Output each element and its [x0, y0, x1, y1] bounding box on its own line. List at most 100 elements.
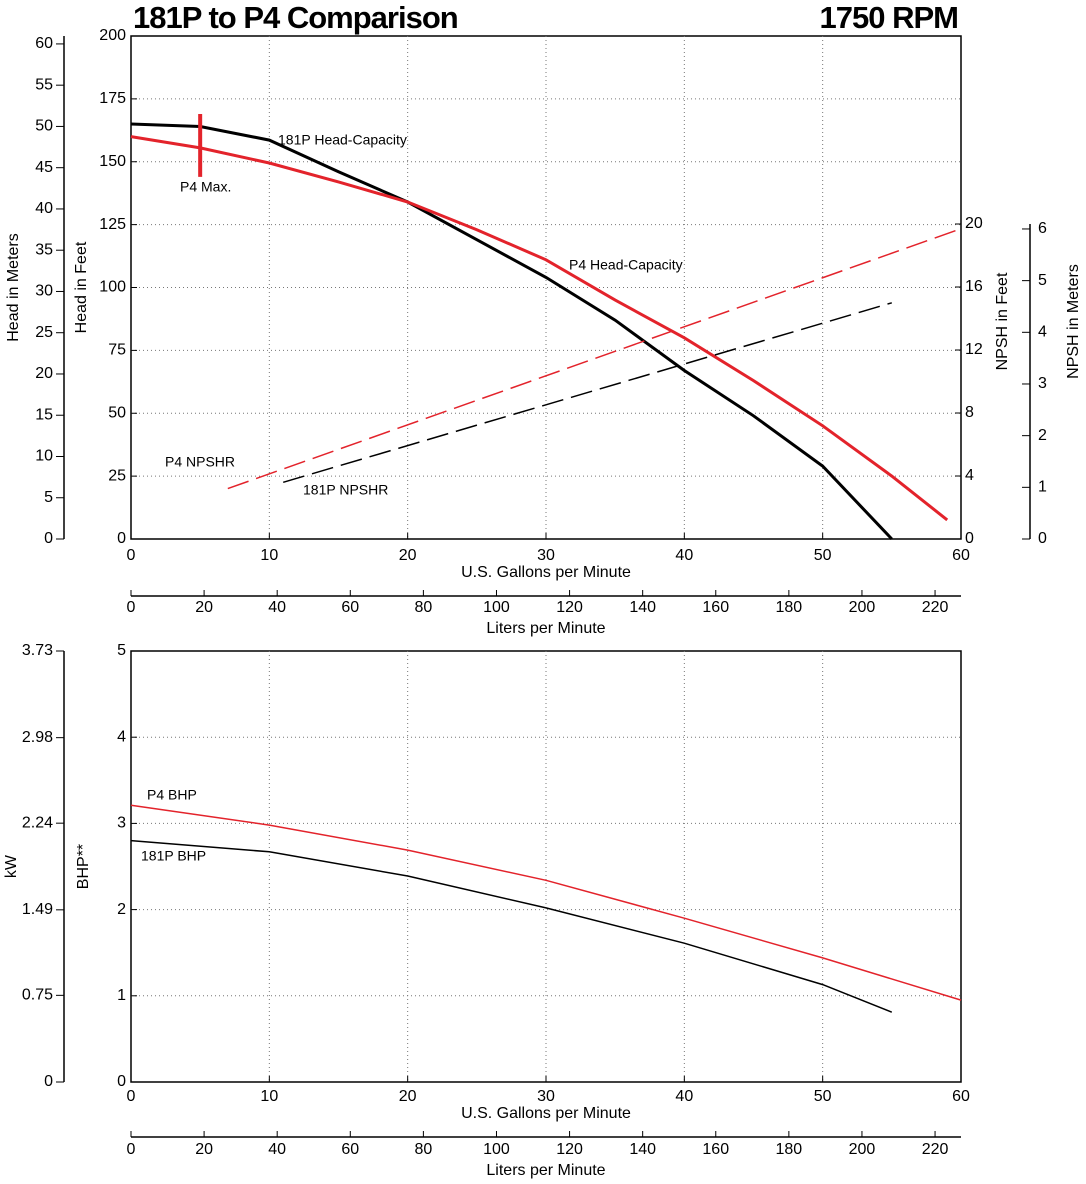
x2-tick-label: 40: [268, 1141, 286, 1158]
y-meters-tick-label: 2.24: [22, 814, 53, 831]
x2-tick-label: 40: [268, 599, 286, 616]
series-label: P4 NPSHR: [165, 454, 235, 470]
y2-meters-tick-label: 6: [1038, 220, 1047, 237]
y-tick-label: 150: [99, 153, 126, 170]
x2-tick-label: 140: [629, 599, 656, 616]
y-axis-label: BHP**: [75, 844, 92, 889]
x-tick-label: 20: [399, 1088, 417, 1105]
y-meters-tick-label: 45: [35, 159, 53, 176]
series-line: [130, 804, 962, 1001]
y-meters-tick-label: 5: [44, 489, 53, 506]
y2-meters-axis-label: NPSH in Meters: [1065, 264, 1082, 379]
y-meters-tick-label: 25: [35, 324, 53, 341]
x-tick-label: 60: [952, 547, 970, 564]
x2-tick-label: 80: [414, 1141, 432, 1158]
y-tick-label: 175: [99, 90, 126, 107]
y-meters-axis-label: kW: [3, 854, 20, 878]
series-line: [227, 227, 962, 490]
x2-tick-label: 140: [629, 1141, 656, 1158]
y2-meters-tick-label: 5: [1038, 272, 1047, 289]
y-tick-label: 4: [117, 728, 126, 745]
x2-tick-label: 100: [483, 599, 510, 616]
y2-tick-label: 0: [965, 530, 974, 547]
x2-tick-label: 120: [556, 599, 583, 616]
x-tick-label: 30: [537, 547, 555, 564]
y-meters-tick-label: 30: [35, 283, 53, 300]
series-line: [130, 839, 893, 1013]
series-label: P4 Head-Capacity: [569, 257, 683, 273]
x-tick-label: 30: [537, 1088, 555, 1105]
y-meters-tick-label: 10: [35, 448, 53, 465]
x-tick-label: 10: [260, 1088, 278, 1105]
x2-tick-label: 20: [195, 1141, 213, 1158]
y-meters-tick-label: 60: [35, 35, 53, 52]
x2-tick-label: 0: [127, 599, 136, 616]
y-meters-tick-label: 20: [35, 365, 53, 382]
annotation-label: P4 Max.: [180, 179, 231, 195]
x2-axis-label: Liters per Minute: [486, 1162, 605, 1179]
x-tick-label: 40: [675, 547, 693, 564]
x2-tick-label: 180: [776, 1141, 803, 1158]
x-tick-label: 50: [814, 1088, 832, 1105]
x2-tick-label: 20: [195, 599, 213, 616]
y-meters-tick-label: 2.98: [22, 729, 53, 746]
y2-tick-label: 8: [965, 404, 974, 421]
x-tick-label: 10: [260, 547, 278, 564]
y2-tick-label: 12: [965, 341, 983, 358]
x-tick-label: 60: [952, 1088, 970, 1105]
x2-tick-label: 60: [341, 1141, 359, 1158]
y-tick-label: 1: [117, 987, 126, 1004]
x-tick-label: 0: [127, 1088, 136, 1105]
x-axis-label: U.S. Gallons per Minute: [461, 564, 631, 581]
series-label: 181P BHP: [141, 848, 206, 864]
y-meters-tick-label: 0.75: [22, 987, 53, 1004]
x2-tick-label: 220: [922, 599, 949, 616]
y2-meters-tick-label: 0: [1038, 530, 1047, 547]
series-label: P4 BHP: [147, 787, 197, 803]
y-tick-label: 50: [108, 404, 126, 421]
y-meters-tick-label: 35: [35, 241, 53, 258]
y2-meters-tick-label: 4: [1038, 324, 1047, 341]
y2-meters-tick-label: 2: [1038, 427, 1047, 444]
y2-meters-tick-label: 3: [1038, 375, 1047, 392]
y-meters-tick-label: 0: [44, 1073, 53, 1090]
x2-tick-label: 0: [127, 1141, 136, 1158]
x2-tick-label: 80: [414, 599, 432, 616]
x2-axis-label: Liters per Minute: [486, 620, 605, 637]
y-tick-label: 125: [99, 216, 126, 233]
x2-tick-label: 60: [341, 599, 359, 616]
y-meters-tick-label: 50: [35, 118, 53, 135]
y-meters-tick-label: 15: [35, 406, 53, 423]
x-tick-label: 0: [127, 547, 136, 564]
y2-axis-label: NPSH in Feet: [994, 272, 1011, 370]
y-tick-label: 100: [99, 279, 126, 296]
y2-tick-label: 16: [965, 278, 983, 295]
series-line: [130, 135, 949, 522]
x2-tick-label: 100: [483, 1141, 510, 1158]
chart-subtitle: 1750 RPM: [820, 0, 958, 35]
y-meters-tick-label: 3.73: [22, 642, 53, 659]
x2-tick-label: 200: [849, 599, 876, 616]
y-tick-label: 5: [117, 642, 126, 659]
y-meters-axis-label: Head in Meters: [5, 233, 22, 342]
y-tick-label: 75: [108, 342, 126, 359]
x2-tick-label: 220: [922, 1141, 949, 1158]
series-line: [130, 122, 893, 541]
x-axis-label: U.S. Gallons per Minute: [461, 1105, 631, 1122]
x-tick-label: 40: [675, 1088, 693, 1105]
y-axis-label: Head in Feet: [73, 241, 90, 333]
y2-meters-tick-label: 1: [1038, 479, 1047, 496]
y-tick-label: 3: [117, 815, 126, 832]
y-meters-tick-label: 40: [35, 200, 53, 217]
y2-tick-label: 20: [965, 215, 983, 232]
y-meters-tick-label: 0: [44, 530, 53, 547]
series-line: [282, 302, 893, 484]
y-tick-label: 0: [117, 1073, 126, 1090]
series-label: 181P Head-Capacity: [278, 132, 407, 148]
x2-tick-label: 120: [556, 1141, 583, 1158]
chart-title: 181P to P4 Comparison: [133, 0, 458, 35]
y-tick-label: 200: [99, 27, 126, 44]
x-tick-label: 50: [814, 547, 832, 564]
y-tick-label: 2: [117, 901, 126, 918]
